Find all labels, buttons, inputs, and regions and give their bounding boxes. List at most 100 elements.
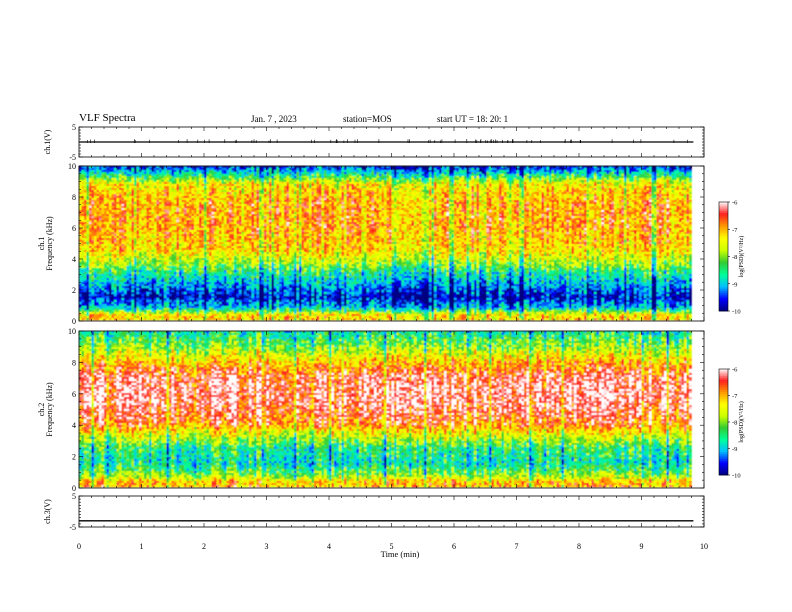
spectrogram-cell bbox=[132, 220, 135, 222]
spectrogram-cell bbox=[157, 168, 160, 170]
spectrogram-cell bbox=[82, 172, 85, 174]
spectrogram-cell bbox=[97, 268, 100, 270]
spectrogram-cell bbox=[114, 176, 117, 178]
spectrogram-cell bbox=[82, 286, 85, 288]
spectrogram-cell bbox=[142, 190, 145, 192]
spectrogram-cell bbox=[154, 298, 157, 300]
spectrogram-cell bbox=[109, 288, 112, 290]
spectrogram-cell bbox=[122, 204, 125, 206]
spectrogram-cell bbox=[137, 288, 140, 290]
spectrogram-cell bbox=[157, 280, 160, 282]
spectrogram-cell bbox=[114, 208, 117, 210]
spectrogram-cell bbox=[124, 296, 127, 298]
spectrogram-cell bbox=[94, 268, 97, 270]
spectrogram-cell bbox=[129, 302, 132, 304]
spectrogram-cell bbox=[127, 244, 130, 246]
spectrogram-cell bbox=[112, 206, 115, 208]
spectrogram-cell bbox=[147, 204, 150, 206]
spectrogram-cell bbox=[109, 314, 112, 316]
spectrogram-cell bbox=[84, 230, 87, 232]
spectrogram-cell bbox=[117, 314, 120, 316]
spectrogram-cell bbox=[119, 308, 122, 310]
spectrogram-cell bbox=[92, 174, 95, 176]
spectrogram-cell bbox=[94, 304, 97, 306]
spectrogram-cell bbox=[144, 174, 147, 176]
spectrogram-cell bbox=[132, 262, 135, 264]
spectrogram-cell bbox=[84, 250, 87, 252]
spectrogram-cell bbox=[84, 278, 87, 280]
spectrogram-cell bbox=[112, 296, 115, 298]
spectrogram-cell bbox=[144, 218, 147, 220]
spectrogram-cell bbox=[114, 296, 117, 298]
spectrogram-cell bbox=[147, 262, 150, 264]
spectrogram-cell bbox=[124, 276, 127, 278]
spectrogram-cell bbox=[87, 254, 90, 256]
spectrogram-cell bbox=[114, 310, 117, 312]
spectrogram-cell bbox=[157, 318, 160, 320]
spectrogram-cell bbox=[162, 262, 165, 264]
spectrogram-cell bbox=[127, 172, 130, 174]
spectrogram-cell bbox=[129, 308, 132, 310]
spectrogram-cell bbox=[162, 268, 165, 270]
spectrogram-cell bbox=[132, 290, 135, 292]
spectrogram-cell bbox=[162, 208, 165, 210]
spectrogram-cell bbox=[102, 196, 105, 198]
spectrogram-cell bbox=[97, 226, 100, 228]
spectrogram-cell bbox=[97, 184, 100, 186]
spectrogram-cell bbox=[104, 258, 107, 260]
spectrogram-cell bbox=[147, 246, 150, 248]
spectrogram-cell bbox=[127, 216, 130, 218]
spectrogram-cell bbox=[112, 220, 115, 222]
spectrogram-cell bbox=[94, 214, 97, 216]
spectrogram-cell bbox=[147, 250, 150, 252]
spectrogram-cell bbox=[129, 288, 132, 290]
spectrogram-cell bbox=[159, 178, 162, 180]
spectrogram-cell bbox=[119, 282, 122, 284]
spectrogram-cell bbox=[154, 254, 157, 256]
spectrogram-cell bbox=[144, 182, 147, 184]
spectrogram-cell bbox=[139, 174, 142, 176]
spectrogram-cell bbox=[147, 266, 150, 268]
spectrogram-cell bbox=[127, 174, 130, 176]
spectrogram-cell bbox=[102, 316, 105, 318]
spectrogram-cell bbox=[129, 206, 132, 208]
spectrogram-cell bbox=[82, 302, 85, 304]
spectrogram-cell bbox=[129, 188, 132, 190]
spectrogram-cell bbox=[87, 234, 90, 236]
spectrogram-cell bbox=[94, 236, 97, 238]
spectrogram-cell bbox=[117, 226, 120, 228]
spectrogram-cell bbox=[117, 176, 120, 178]
spectrogram-cell bbox=[147, 222, 150, 224]
spectrogram-cell bbox=[82, 232, 85, 234]
spectrogram-cell bbox=[119, 306, 122, 308]
spectrogram-cell bbox=[94, 272, 97, 274]
spectrogram-cell bbox=[134, 300, 137, 302]
spectrogram-cell bbox=[162, 236, 165, 238]
spectrogram-cell bbox=[137, 206, 140, 208]
spectrogram-cell bbox=[112, 250, 115, 252]
spectrogram-cell bbox=[89, 246, 92, 248]
spectrogram-cell bbox=[124, 204, 127, 206]
spectrogram-cell bbox=[134, 172, 137, 174]
spectrogram-cell bbox=[114, 284, 117, 286]
spectrogram-cell bbox=[129, 222, 132, 224]
spectrogram-cell bbox=[112, 280, 115, 282]
spectrogram-cell bbox=[119, 190, 122, 192]
spectrogram-cell bbox=[142, 194, 145, 196]
spectrogram-cell bbox=[92, 306, 95, 308]
spectrogram-cell bbox=[99, 172, 102, 174]
spectrogram-cell bbox=[112, 182, 115, 184]
spectrogram-cell bbox=[89, 286, 92, 288]
spectrogram-cell bbox=[79, 286, 82, 288]
spectrogram-cell bbox=[122, 212, 125, 214]
spectrogram-cell bbox=[87, 170, 90, 172]
spectrogram-cell bbox=[107, 238, 110, 240]
spectrogram-cell bbox=[119, 284, 122, 286]
spectrogram-cell bbox=[137, 182, 140, 184]
spectrogram-cell bbox=[94, 206, 97, 208]
spectrogram-cell bbox=[94, 212, 97, 214]
spectrogram-cell bbox=[112, 196, 115, 198]
spectrogram-cell bbox=[112, 298, 115, 300]
spectrogram-cell bbox=[147, 274, 150, 276]
spectrogram-cell bbox=[154, 208, 157, 210]
